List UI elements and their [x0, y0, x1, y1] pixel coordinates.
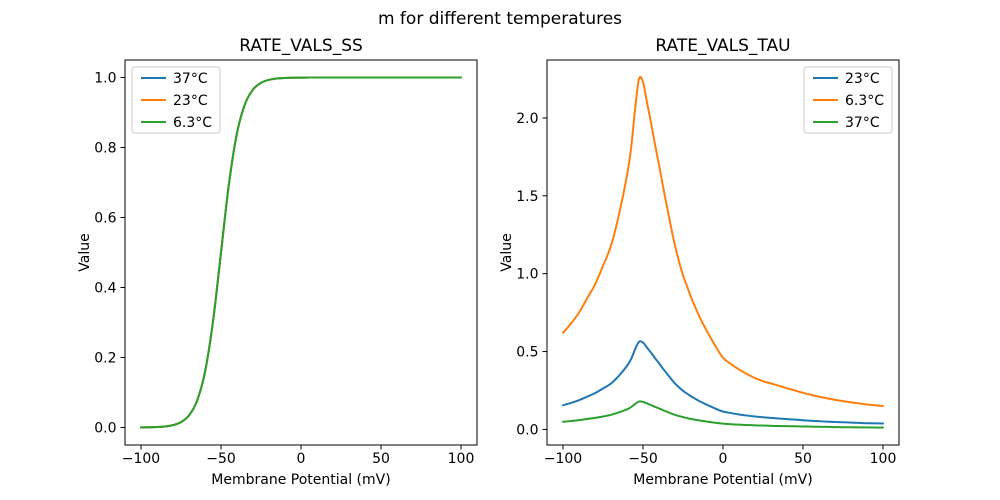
series-line-6.3c [140, 76, 462, 429]
x-tick-label: −50 [206, 451, 236, 467]
legend-entry-label: 37°C [173, 71, 208, 87]
x-tick-label: −100 [544, 451, 582, 467]
legend-entry-label: 23°C [845, 71, 880, 87]
y-tick-label: 1.0 [94, 71, 116, 87]
x-tick-label: 0 [719, 451, 728, 467]
x-tick-label: −100 [122, 451, 160, 467]
y-tick-label: 0.0 [516, 422, 538, 438]
legend-entry-label: 23°C [173, 93, 208, 109]
y-tick-label: 0.5 [516, 345, 538, 361]
subplot-rate-vals-tau: −100 −50 0 50 100 0.0 0.5 1.0 1.5 2.0 RATE_VALS_TA… [499, 36, 900, 488]
y-axis-label: Value [499, 233, 515, 271]
series-line-37c [562, 400, 884, 429]
axes-title: RATE_VALS_SS [239, 36, 363, 56]
legend: 23°C 6.3°C 37°C [803, 66, 893, 134]
y-tick-label: 1.5 [516, 189, 538, 205]
x-tick-label: 100 [448, 451, 475, 467]
y-axis-label: Value [77, 233, 93, 271]
y-tick-label: 0.4 [94, 281, 116, 297]
x-tick-label: −50 [628, 451, 658, 467]
y-tick-label: 0.2 [94, 351, 116, 367]
x-tick-label: 50 [794, 451, 812, 467]
series-line-6.3c [562, 75, 884, 408]
y-tick-label: 1.0 [516, 267, 538, 283]
legend-entry-label: 6.3°C [845, 93, 884, 109]
x-tick-label: 50 [372, 451, 390, 467]
x-axis-label: Membrane Potential (mV) [211, 472, 390, 488]
series-line-23c [562, 340, 884, 425]
legend-box [131, 66, 221, 134]
x-tick-label: 0 [297, 451, 306, 467]
y-tick-label: 0.0 [94, 421, 116, 437]
y-tick-label: 0.6 [94, 211, 116, 227]
legend-entry-label: 6.3°C [173, 115, 212, 131]
y-tick-label: 0.8 [94, 141, 116, 157]
legend-box [803, 66, 893, 134]
legend: 37°C 23°C 6.3°C [131, 66, 221, 134]
y-tick-label: 2.0 [516, 111, 538, 127]
axes-title: RATE_VALS_TAU [655, 36, 790, 56]
legend-entry-label: 37°C [845, 115, 880, 131]
x-tick-label: 100 [870, 451, 897, 467]
x-axis-label: Membrane Potential (mV) [633, 472, 812, 488]
subplot-rate-vals-ss: −100 −50 0 50 100 0.0 0.2 0.4 0.6 0.8 1.0 RATE_VALS… [77, 36, 478, 488]
figure-suptitle: m for different temperatures [377, 9, 623, 29]
